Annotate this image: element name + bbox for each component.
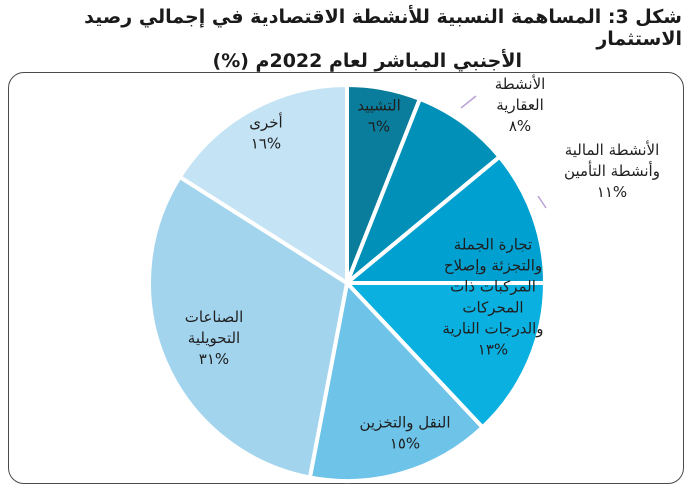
slice-label-1: التشييد %٦ xyxy=(357,97,401,136)
slice-label-2: الأنشطة العقارية %٨ xyxy=(495,74,546,135)
pie-slice-4 xyxy=(345,281,547,430)
leader-line-1 xyxy=(460,95,477,109)
pie-slice-7 xyxy=(177,83,349,285)
chart-title-line2: الأجنبي المباشر لعام 2022م (%) xyxy=(212,50,522,72)
slice-label-5: النقل والتخزين %١٥ xyxy=(359,414,450,453)
chart-title: شكل 3: المساهمة النسبية للأنشطة الاقتصاد… xyxy=(12,6,682,72)
chart-frame xyxy=(8,72,684,484)
leader-line-2 xyxy=(537,195,547,209)
slice-label-4: تجارة الجملة والتجزئة وإصلاح المركبات ذات ا… xyxy=(442,236,543,359)
slice-label-7: أخرى %١٦ xyxy=(249,113,282,153)
chart-title-line1: شكل 3: المساهمة النسبية للأنشطة الاقتصاد… xyxy=(84,6,682,50)
pie-slice-3 xyxy=(345,154,547,285)
pie-slice-5 xyxy=(307,281,485,483)
slice-label-6: الصناعات التحويلية %٣١ xyxy=(185,308,243,368)
slice-label-3: الأنشطة المالية وأنشطة التأمين %١١ xyxy=(564,140,660,201)
